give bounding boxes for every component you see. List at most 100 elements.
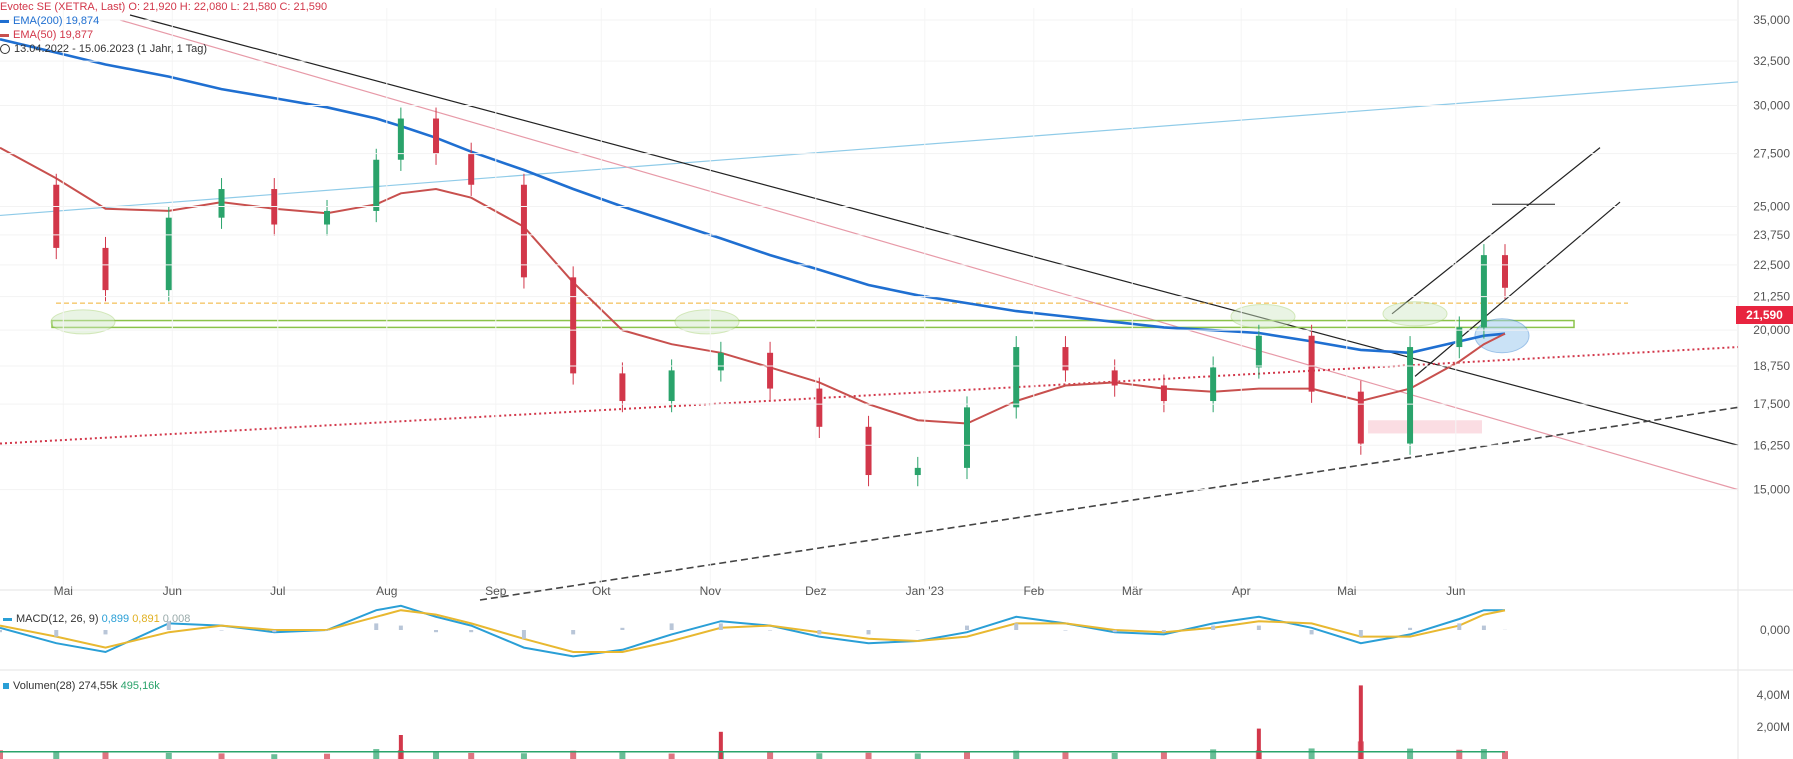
macd-histogram-bar — [103, 630, 108, 635]
candle — [1255, 335, 1262, 368]
volume-bar — [865, 752, 872, 759]
candle — [1111, 370, 1118, 386]
x-tick-label: Dez — [805, 584, 826, 598]
macd-histogram-bar — [521, 630, 526, 639]
ema200-swatch — [0, 19, 9, 23]
macd-legend: MACD(12, 26, 9) 0,899 0,891 0,008 — [3, 612, 190, 626]
macd-histogram-bar — [817, 630, 822, 635]
y-tick-label: 20,000 — [1753, 323, 1790, 337]
macd-histogram-bar — [272, 630, 277, 633]
volume-bar — [218, 753, 225, 759]
ema50-swatch — [0, 33, 9, 37]
volume-bar — [1013, 750, 1020, 759]
candle — [1062, 347, 1069, 371]
macd-histogram-bar — [571, 630, 576, 635]
candle — [324, 210, 331, 225]
candle — [373, 159, 380, 211]
volume-bar — [914, 753, 921, 759]
ema50-label: EMA(50) 19,877 — [13, 29, 94, 41]
volume-bar — [165, 752, 172, 759]
candle — [397, 118, 404, 160]
macd-histogram-bar — [620, 627, 625, 630]
trendline-dashed-support — [479, 406, 1739, 601]
candle — [53, 184, 60, 248]
macd-histogram-bar — [718, 623, 723, 630]
macd-line — [0, 604, 1505, 658]
trendline-black — [129, 14, 1739, 446]
highlight-ellipse — [1382, 301, 1448, 327]
trendline-pink — [119, 19, 1739, 491]
volume-legend: Volumen(28) 274,55k 495,16k — [3, 679, 160, 693]
candle — [767, 352, 774, 389]
volume-bar — [271, 754, 278, 759]
ema200-line — [0, 38, 1506, 355]
volume-bar — [324, 753, 331, 759]
macd-histogram-bar — [768, 630, 773, 631]
macd-panel[interactable]: 0,000 — [0, 604, 1790, 658]
x-tick-label: Mai — [1337, 584, 1356, 598]
trendline-light-blue — [0, 81, 1739, 217]
macd-histogram-bar — [1014, 623, 1019, 630]
candle — [963, 407, 970, 468]
x-tick-label: Jul — [270, 584, 285, 598]
ema50-line — [0, 146, 1506, 425]
candle — [914, 467, 921, 476]
x-tick-label: Feb — [1023, 584, 1044, 598]
macd-histogram-bar — [1161, 630, 1166, 633]
macd-histogram-bar — [166, 621, 171, 630]
volume-bar — [816, 753, 823, 759]
volume-name: Volumen(28) — [13, 680, 76, 692]
volume-bar — [520, 753, 527, 759]
candle — [1160, 385, 1167, 402]
volume-bar — [1480, 749, 1487, 759]
candle — [1013, 347, 1020, 408]
macd-histogram-bar — [1408, 627, 1413, 630]
highlight-ellipse — [1230, 303, 1296, 329]
date-range-label: 13.04.2022 - 15.06.2023 (1 Jahr, 1 Tag) — [14, 43, 208, 55]
volume-spike-bar — [398, 735, 403, 759]
candle — [1480, 255, 1487, 328]
candle — [668, 370, 675, 402]
price-legend: Evotec SE (XETRA, Last) O: 21,920 H: 22,… — [0, 0, 327, 56]
y-tick-label: 23,750 — [1753, 228, 1790, 242]
y-tick-label: 32,500 — [1753, 54, 1790, 68]
candle — [218, 189, 225, 218]
volume-bar — [373, 749, 380, 759]
volume-avg: 274,55k — [78, 680, 118, 692]
macd-histogram-bar — [1481, 625, 1486, 630]
macd-histogram-bar — [434, 630, 439, 633]
volume-bar — [1111, 752, 1118, 759]
macd-histogram-bar — [1309, 630, 1314, 635]
candle — [102, 247, 109, 291]
macd-histogram-bar — [669, 623, 674, 630]
macd-name: MACD(12, 26, 9) — [16, 613, 99, 625]
volume-bar — [1308, 748, 1315, 759]
y-tick-label: 25,000 — [1753, 199, 1790, 213]
macd-value: 0,899 — [101, 613, 130, 625]
macd-histogram-bar — [915, 630, 920, 631]
candle — [1210, 367, 1217, 402]
macd-histogram-bar — [964, 625, 969, 630]
volume-bar — [433, 751, 440, 759]
x-tick-label: Apr — [1232, 584, 1251, 598]
volume-bar — [1210, 749, 1217, 759]
volume-bar — [668, 753, 675, 759]
ohlc-values: O: 21,920 H: 22,080 L: 21,580 C: 21,590 — [128, 1, 328, 13]
volume-spike-bar — [718, 731, 723, 759]
channel-lower — [1414, 201, 1621, 377]
volume-bar — [570, 750, 577, 759]
volume-bar — [1502, 751, 1508, 759]
x-tick-label: Nov — [700, 584, 721, 598]
y-tick-label: 16,250 — [1753, 438, 1790, 452]
x-tick-label: Mär — [1122, 584, 1143, 598]
volume-panel[interactable]: 4,00M 2,00M — [0, 685, 1790, 759]
macd-histogram-bar — [54, 630, 59, 637]
x-tick-label: Jun — [1446, 584, 1465, 598]
last-price-badge: 21,590 — [1736, 306, 1793, 324]
volume-spike-bar — [1256, 728, 1261, 759]
candle — [717, 352, 724, 371]
macd-histogram-bar — [374, 623, 379, 630]
x-tick-label: Sep — [485, 584, 507, 598]
